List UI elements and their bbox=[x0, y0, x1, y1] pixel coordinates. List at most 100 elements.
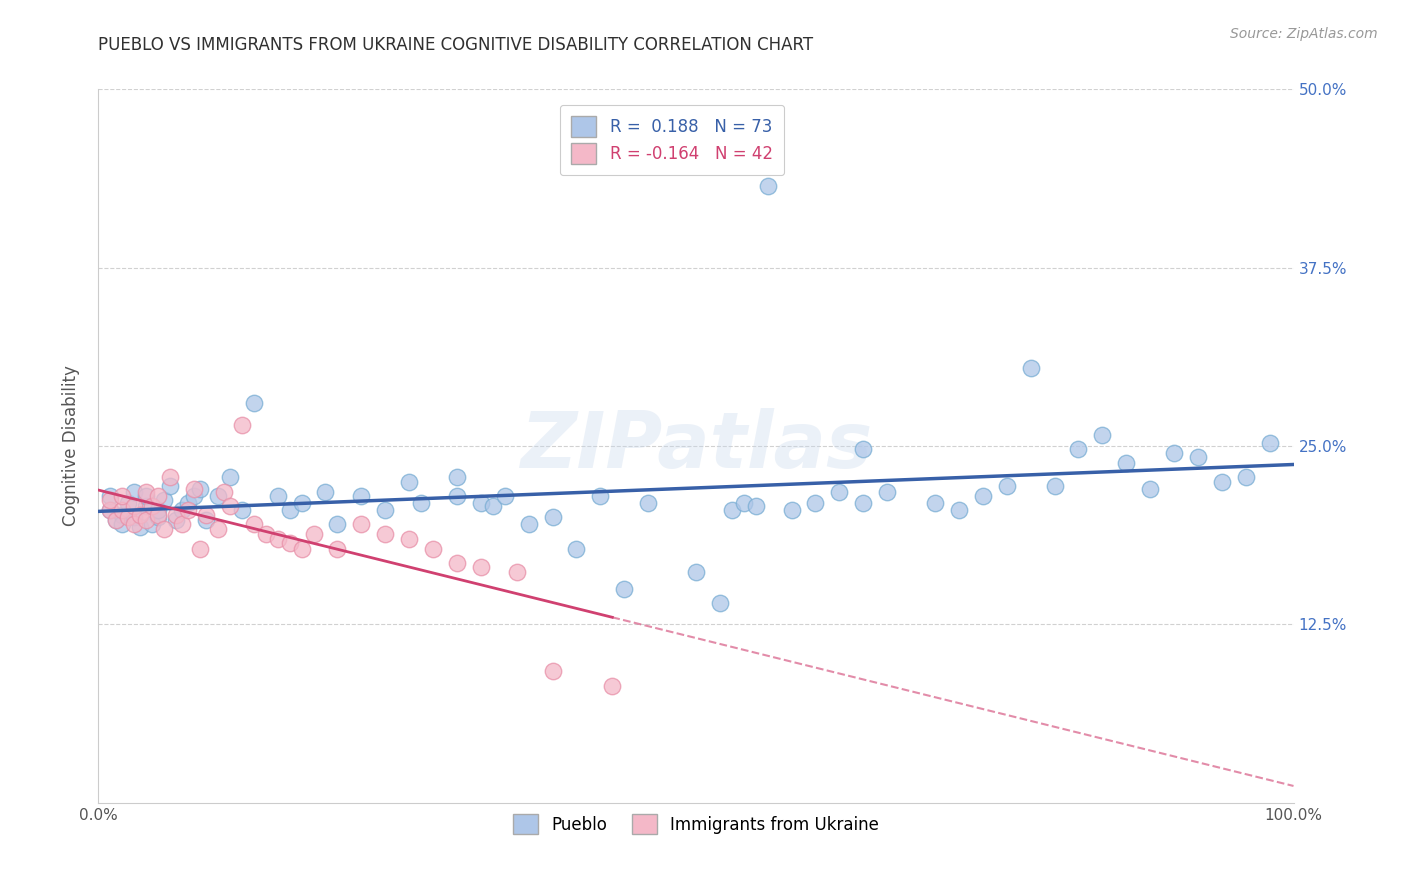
Point bbox=[172, 517, 194, 532]
Point bbox=[98, 489, 122, 503]
Point bbox=[159, 470, 181, 484]
Point bbox=[1067, 442, 1090, 456]
Point bbox=[446, 470, 468, 484]
Point bbox=[828, 484, 851, 499]
Point bbox=[278, 503, 301, 517]
Point bbox=[159, 479, 181, 493]
Point bbox=[602, 679, 624, 693]
Point bbox=[165, 513, 187, 527]
Point bbox=[1187, 450, 1209, 465]
Point bbox=[111, 503, 134, 517]
Point bbox=[315, 484, 337, 499]
Point bbox=[267, 532, 290, 546]
Point bbox=[148, 508, 170, 522]
Point bbox=[105, 513, 128, 527]
Point bbox=[1043, 479, 1066, 493]
Text: ZIPatlas: ZIPatlas bbox=[520, 408, 872, 484]
Point bbox=[129, 520, 152, 534]
Text: PUEBLO VS IMMIGRANTS FROM UKRAINE COGNITIVE DISABILITY CORRELATION CHART: PUEBLO VS IMMIGRANTS FROM UKRAINE COGNIT… bbox=[98, 36, 814, 54]
Point bbox=[98, 493, 122, 508]
Point bbox=[446, 489, 468, 503]
Point bbox=[876, 484, 898, 499]
Point bbox=[111, 508, 134, 522]
Point bbox=[411, 496, 433, 510]
Point bbox=[1163, 446, 1185, 460]
Point bbox=[183, 482, 205, 496]
Point bbox=[111, 489, 134, 503]
Point bbox=[326, 517, 349, 532]
Point bbox=[278, 536, 301, 550]
Point bbox=[374, 503, 396, 517]
Point bbox=[195, 508, 218, 522]
Point bbox=[852, 496, 875, 510]
Point bbox=[1211, 475, 1233, 489]
Point bbox=[685, 565, 707, 579]
Point bbox=[183, 489, 205, 503]
Point bbox=[291, 496, 314, 510]
Point bbox=[804, 496, 827, 510]
Point bbox=[98, 503, 122, 517]
Point bbox=[398, 532, 420, 546]
Point bbox=[565, 541, 588, 556]
Point bbox=[350, 517, 373, 532]
Point bbox=[995, 479, 1018, 493]
Point bbox=[780, 503, 803, 517]
Point bbox=[124, 484, 146, 499]
Point bbox=[148, 489, 170, 503]
Point bbox=[326, 541, 349, 556]
Point bbox=[541, 510, 564, 524]
Legend: Pueblo, Immigrants from Ukraine: Pueblo, Immigrants from Ukraine bbox=[503, 804, 889, 845]
Point bbox=[1091, 427, 1114, 442]
Point bbox=[141, 517, 163, 532]
Point bbox=[135, 489, 157, 503]
Point bbox=[948, 503, 970, 517]
Point bbox=[148, 510, 170, 524]
Point bbox=[124, 517, 146, 532]
Point bbox=[924, 496, 946, 510]
Point bbox=[745, 499, 768, 513]
Point bbox=[1234, 470, 1257, 484]
Point bbox=[1258, 436, 1281, 450]
Point bbox=[721, 503, 744, 517]
Point bbox=[207, 489, 229, 503]
Point bbox=[195, 513, 218, 527]
Point bbox=[141, 499, 163, 513]
Point bbox=[517, 517, 540, 532]
Point bbox=[302, 527, 325, 541]
Point bbox=[398, 475, 420, 489]
Point bbox=[177, 496, 200, 510]
Point bbox=[541, 665, 564, 679]
Point bbox=[231, 503, 253, 517]
Point bbox=[165, 508, 187, 522]
Point bbox=[470, 560, 492, 574]
Point bbox=[129, 508, 152, 522]
Point bbox=[733, 496, 755, 510]
Text: Source: ZipAtlas.com: Source: ZipAtlas.com bbox=[1230, 27, 1378, 41]
Point bbox=[350, 489, 373, 503]
Point bbox=[972, 489, 994, 503]
Point bbox=[207, 522, 229, 536]
Point bbox=[267, 489, 290, 503]
Point bbox=[589, 489, 612, 503]
Point bbox=[291, 541, 314, 556]
Point bbox=[212, 484, 235, 499]
Point bbox=[148, 503, 170, 517]
Point bbox=[494, 489, 516, 503]
Point bbox=[177, 503, 200, 517]
Point bbox=[481, 499, 505, 513]
Point bbox=[243, 517, 266, 532]
Point bbox=[135, 499, 157, 513]
Point bbox=[219, 499, 242, 513]
Point bbox=[1139, 482, 1161, 496]
Point bbox=[1019, 360, 1042, 375]
Point bbox=[1115, 456, 1137, 470]
Point bbox=[852, 442, 875, 456]
Point bbox=[117, 510, 139, 524]
Point bbox=[709, 596, 731, 610]
Point bbox=[105, 513, 128, 527]
Point bbox=[254, 527, 277, 541]
Point bbox=[111, 517, 134, 532]
Point bbox=[188, 482, 211, 496]
Point bbox=[188, 541, 211, 556]
Point bbox=[153, 493, 176, 508]
